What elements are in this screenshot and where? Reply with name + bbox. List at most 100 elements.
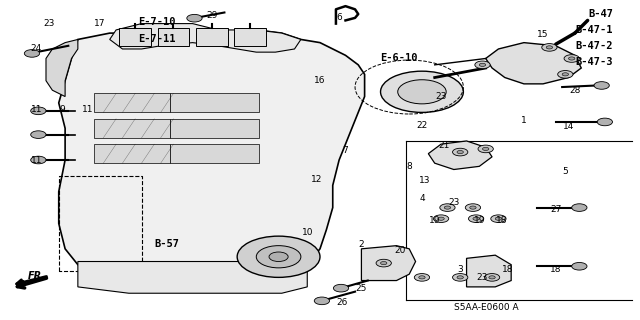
Circle shape	[444, 206, 451, 209]
Text: 19: 19	[429, 216, 440, 225]
Polygon shape	[109, 24, 301, 52]
Circle shape	[314, 297, 330, 305]
Circle shape	[483, 147, 489, 150]
Text: 26: 26	[337, 298, 348, 307]
Circle shape	[440, 204, 455, 212]
Circle shape	[376, 259, 392, 267]
Text: 7: 7	[342, 146, 348, 155]
FancyArrowPatch shape	[17, 278, 47, 288]
Text: 23: 23	[477, 273, 488, 282]
Circle shape	[438, 217, 444, 220]
Circle shape	[470, 206, 476, 209]
Polygon shape	[59, 27, 365, 287]
Text: 23: 23	[448, 198, 460, 207]
Circle shape	[31, 131, 46, 139]
Circle shape	[457, 276, 463, 279]
Polygon shape	[486, 43, 581, 84]
Circle shape	[333, 284, 349, 292]
Polygon shape	[428, 141, 492, 170]
Circle shape	[568, 57, 575, 60]
Bar	[157, 28, 189, 46]
Circle shape	[269, 252, 288, 261]
Circle shape	[187, 14, 202, 22]
Circle shape	[381, 71, 463, 112]
Text: 10: 10	[301, 228, 313, 237]
Text: 18: 18	[550, 265, 561, 274]
Text: 21: 21	[438, 141, 450, 150]
Circle shape	[452, 274, 468, 281]
Text: 20: 20	[394, 246, 405, 255]
Circle shape	[475, 61, 490, 69]
Circle shape	[473, 217, 479, 220]
Text: B-47-3: B-47-3	[575, 57, 613, 67]
Circle shape	[414, 274, 429, 281]
Circle shape	[572, 204, 587, 212]
Text: 9: 9	[59, 105, 65, 114]
Circle shape	[419, 276, 425, 279]
Polygon shape	[467, 255, 511, 287]
Text: 16: 16	[314, 76, 326, 85]
Text: S5AA-E0600 A: S5AA-E0600 A	[454, 303, 518, 312]
Circle shape	[484, 274, 500, 281]
Circle shape	[381, 261, 387, 265]
Circle shape	[465, 204, 481, 212]
Circle shape	[546, 46, 552, 49]
Text: 29: 29	[206, 11, 218, 20]
Circle shape	[397, 80, 446, 104]
Bar	[170, 144, 259, 163]
Circle shape	[562, 73, 568, 76]
Bar	[196, 28, 228, 46]
Circle shape	[495, 217, 502, 220]
Text: 1: 1	[521, 116, 527, 125]
Bar	[119, 28, 151, 46]
Circle shape	[479, 63, 486, 67]
Text: 13: 13	[419, 176, 431, 185]
Bar	[94, 119, 170, 138]
Circle shape	[572, 262, 587, 270]
Circle shape	[557, 70, 573, 78]
Polygon shape	[362, 246, 415, 281]
Bar	[170, 93, 259, 112]
Text: B-47-2: B-47-2	[575, 41, 613, 51]
Text: 22: 22	[417, 121, 428, 130]
Text: 18: 18	[502, 265, 514, 274]
Text: 15: 15	[537, 30, 548, 39]
Text: 19: 19	[474, 216, 485, 225]
Circle shape	[457, 150, 463, 154]
Text: E-7-10: E-7-10	[138, 17, 176, 27]
Text: 18: 18	[496, 216, 508, 225]
Text: 11: 11	[82, 105, 93, 114]
Circle shape	[478, 145, 493, 153]
Text: E-6-10: E-6-10	[381, 53, 418, 63]
Circle shape	[237, 236, 320, 277]
Circle shape	[433, 215, 449, 222]
Text: 6: 6	[336, 13, 342, 22]
Text: B-47: B-47	[588, 9, 613, 19]
Text: E-7-11: E-7-11	[138, 35, 176, 44]
Text: 5: 5	[563, 167, 568, 176]
Circle shape	[452, 148, 468, 156]
Circle shape	[541, 44, 557, 51]
Text: 8: 8	[406, 162, 412, 171]
Polygon shape	[78, 261, 307, 293]
Circle shape	[31, 156, 46, 164]
Text: 12: 12	[311, 174, 323, 184]
Bar	[170, 119, 259, 138]
Text: 2: 2	[358, 240, 364, 249]
Text: 14: 14	[563, 122, 574, 131]
Text: 27: 27	[550, 205, 561, 214]
Text: 28: 28	[569, 86, 580, 95]
Text: 11: 11	[31, 105, 42, 114]
Polygon shape	[46, 39, 78, 97]
Circle shape	[597, 118, 612, 126]
Bar	[94, 144, 170, 163]
Text: 23: 23	[435, 92, 447, 101]
Circle shape	[31, 107, 46, 115]
Circle shape	[256, 246, 301, 268]
Text: 24: 24	[31, 44, 42, 53]
Text: 3: 3	[458, 265, 463, 274]
Bar	[94, 93, 170, 112]
Circle shape	[594, 82, 609, 89]
Circle shape	[564, 55, 579, 62]
Bar	[234, 28, 266, 46]
